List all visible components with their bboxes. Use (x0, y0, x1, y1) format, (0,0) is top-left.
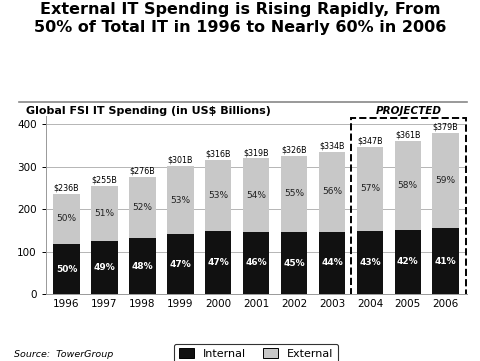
Text: 42%: 42% (396, 257, 418, 266)
Bar (318, 232, 345, 294)
Text: 54%: 54% (246, 191, 265, 200)
Bar (318, 152, 345, 232)
Bar (91, 241, 118, 294)
Text: 55%: 55% (283, 189, 303, 198)
Bar (432, 228, 458, 294)
Text: 47%: 47% (169, 260, 191, 269)
Bar (356, 147, 383, 231)
Bar (53, 244, 80, 294)
Bar (394, 230, 420, 294)
Text: 51%: 51% (94, 209, 114, 218)
Text: $379B: $379B (432, 123, 457, 132)
Bar (280, 156, 307, 232)
Text: $361B: $361B (394, 130, 420, 139)
Text: $255B: $255B (91, 175, 117, 184)
Bar (129, 177, 156, 238)
Text: 53%: 53% (208, 191, 228, 200)
Bar (129, 238, 156, 294)
Text: $319B: $319B (243, 148, 268, 157)
Text: 53%: 53% (170, 196, 190, 205)
Bar (350, 118, 465, 295)
Text: External IT Spending is Rising Rapidly, From
50% of Total IT in 1996 to Nearly 6: External IT Spending is Rising Rapidly, … (34, 2, 446, 35)
Text: 52%: 52% (132, 203, 152, 212)
Bar (204, 231, 231, 294)
Text: 56%: 56% (321, 187, 341, 196)
Text: $276B: $276B (129, 166, 155, 175)
Bar (280, 232, 307, 294)
Text: 47%: 47% (207, 258, 228, 267)
Text: $334B: $334B (319, 142, 344, 151)
Text: 49%: 49% (94, 263, 115, 272)
Bar (167, 234, 193, 294)
Text: Global FSI IT Spending (in US$ Billions): Global FSI IT Spending (in US$ Billions) (26, 106, 271, 117)
Text: $326B: $326B (281, 145, 306, 154)
Bar (91, 186, 118, 241)
Text: 59%: 59% (435, 176, 455, 185)
Text: 41%: 41% (434, 257, 456, 266)
Text: Source:  TowerGroup: Source: TowerGroup (14, 350, 113, 359)
Text: 43%: 43% (359, 258, 380, 267)
Bar (394, 141, 420, 230)
Text: 44%: 44% (321, 258, 342, 268)
Text: 50%: 50% (56, 214, 76, 223)
Text: 48%: 48% (132, 261, 153, 270)
Text: 57%: 57% (359, 184, 379, 193)
Text: 45%: 45% (283, 258, 304, 268)
Text: 46%: 46% (245, 258, 266, 268)
Text: 50%: 50% (56, 265, 77, 274)
Text: $301B: $301B (167, 156, 192, 165)
Bar (356, 231, 383, 294)
Bar (53, 194, 80, 244)
Bar (242, 232, 269, 294)
Bar (242, 158, 269, 232)
Bar (432, 133, 458, 228)
Text: 58%: 58% (397, 180, 417, 190)
Text: $316B: $316B (205, 149, 230, 158)
Text: PROJECTED: PROJECTED (374, 106, 441, 116)
Text: $347B: $347B (356, 136, 382, 145)
Legend: Internal, External: Internal, External (174, 344, 337, 361)
Bar (204, 160, 231, 231)
Text: $236B: $236B (54, 183, 79, 192)
Bar (167, 166, 193, 234)
